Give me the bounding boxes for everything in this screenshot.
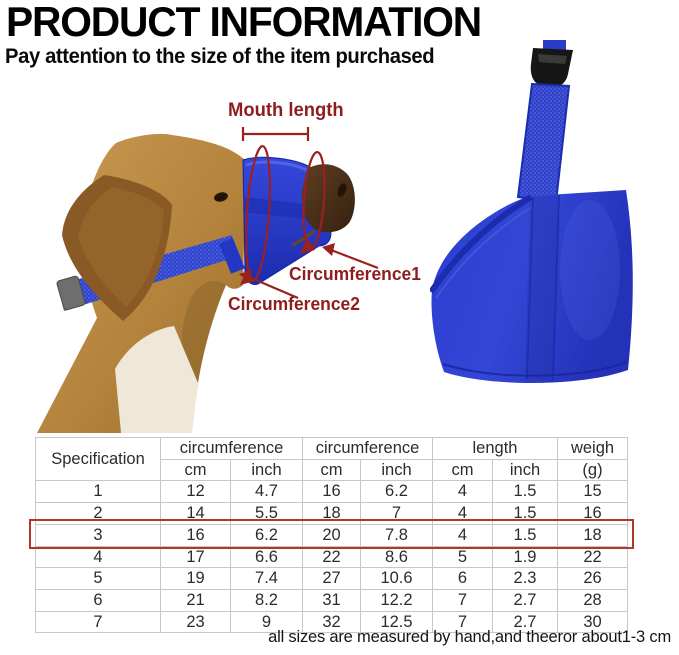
muzzle-edge-stitch: [435, 206, 533, 299]
column-header-specification: Specification: [35, 436, 161, 482]
table-cell: 7.4: [230, 567, 303, 590]
muzzle-product-photo: [430, 40, 633, 384]
muzzle-webbing-strap: [518, 84, 569, 202]
table-cell: 23: [160, 610, 231, 634]
annotation-arrowheads: [239, 238, 335, 285]
table-cell: 1: [35, 480, 161, 504]
unit-header-inch: inch: [360, 458, 433, 482]
table-cell: 2.7: [492, 610, 558, 634]
table-cell: 22: [557, 545, 628, 569]
unit-header-inch: inch: [492, 458, 558, 482]
unit-header-cm: cm: [432, 458, 493, 482]
dog-chest: [115, 326, 198, 433]
table-row: 7 23 9 32 12.5 7 2.7 30: [35, 610, 628, 634]
column-header-length: length: [432, 437, 558, 460]
table-cell: 4: [432, 480, 493, 504]
table-cell: 31: [302, 588, 361, 612]
muzzle-wrap-highlight: [245, 160, 309, 173]
table-cell: 6.6: [230, 545, 303, 569]
table-cell: 30: [557, 610, 628, 634]
circumference1-label: Circumference1: [289, 264, 421, 284]
table-cell: 10.6: [360, 567, 433, 590]
table-header-row-units: cm inch cm inch cm inch (g): [36, 458, 628, 482]
table-cell: 16: [302, 480, 361, 504]
page-subtitle: Pay attention to the size of the item pu…: [5, 44, 435, 68]
column-header-weight: weigh: [557, 437, 628, 460]
column-header-circumference-2: circumference: [302, 437, 433, 460]
table-cell: 21: [160, 588, 231, 612]
dog-with-muzzle-photo: [37, 127, 379, 433]
muzzle-highlight: [560, 200, 620, 340]
column-header-circumference-1: circumference: [160, 437, 303, 460]
muzzle-strap: [219, 238, 245, 274]
table-cell: 4.7: [230, 480, 303, 504]
measurement-annotations: [241, 127, 379, 300]
table-cell: 20: [302, 523, 361, 547]
mouth-length-label: Mouth length: [228, 100, 344, 121]
table-cell: 27: [302, 567, 361, 590]
table-cell: 32: [302, 610, 361, 634]
table-cell: 12.5: [360, 610, 433, 634]
table-row: 6 21 8.2 31 12.2 7 2.7 28: [35, 588, 628, 612]
dog-mouth-line: [291, 229, 315, 247]
buckle-detail: [538, 54, 567, 64]
size-specification-table: Specification circumference circumferenc…: [35, 436, 628, 634]
circumference2-leader: [248, 275, 299, 300]
muzzle-center-panel: [525, 195, 560, 382]
table-cell: 8.2: [230, 588, 303, 612]
unit-header-cm: cm: [302, 458, 361, 482]
table-cell: 8.6: [360, 545, 433, 569]
table-cell: 2.7: [492, 588, 558, 612]
table-row: 5 19 7.4 27 10.6 6 2.3 26: [35, 567, 628, 590]
measurement-disclaimer: all sizes are measured by hand,and theer…: [268, 628, 671, 646]
table-cell: 1.9: [492, 545, 558, 569]
dog-nostril: [337, 183, 347, 197]
table-cell: 17: [160, 545, 231, 569]
table-cell: 6: [432, 567, 493, 590]
circumference1-leader: [330, 248, 379, 270]
table-cell: 15: [557, 480, 628, 504]
collar-adjuster: [56, 275, 86, 311]
strap-buckle: [530, 48, 573, 88]
muzzle-body: [431, 190, 633, 384]
table-cell: 1.5: [492, 480, 558, 504]
unit-header-cm: cm: [160, 458, 231, 482]
dog-ear-inner: [78, 187, 164, 307]
muzzle-bottom-hem: [442, 361, 628, 377]
table-cell: 6.2: [360, 480, 433, 504]
table-cell: 5: [35, 567, 161, 590]
circumference2-label: Circumference2: [228, 294, 360, 314]
unit-header-grams: (g): [557, 458, 628, 482]
dog-nose: [301, 164, 355, 233]
table-cell: 7.8: [360, 523, 433, 547]
page-title: PRODUCT INFORMATION: [6, 0, 482, 45]
table-cell: 2.3: [492, 567, 558, 590]
table-header-row-groups: Specification circumference circumferenc…: [35, 436, 628, 482]
table-cell: 26: [557, 567, 628, 590]
table-cell: 6: [35, 588, 161, 612]
table-cell: 28: [557, 588, 628, 612]
table-cell: 5: [432, 545, 493, 569]
muzzle-seams: [526, 194, 560, 382]
table-cell: 19: [160, 567, 231, 590]
table-cell: 12: [160, 480, 231, 504]
muzzle-edge-trim: [430, 194, 533, 294]
size-table-body: 1 12 4.7 16 6.2 4 1.5 15 2 14 5.5 18 7 4 1.5 16 3 16 6.2 20…: [35, 480, 628, 634]
dog-eye: [214, 192, 228, 202]
table-cell: 7: [432, 588, 493, 612]
table-cell: 4: [35, 545, 161, 569]
highlighted-size-row-box: [29, 518, 634, 549]
table-row: 4 17 6.6 22 8.6 5 1.9 22: [35, 545, 628, 569]
unit-header-inch: inch: [230, 458, 303, 482]
table-cell: 12.2: [360, 588, 433, 612]
table-row: 1 12 4.7 16 6.2 4 1.5 15: [35, 480, 628, 504]
table-cell: 22: [302, 545, 361, 569]
